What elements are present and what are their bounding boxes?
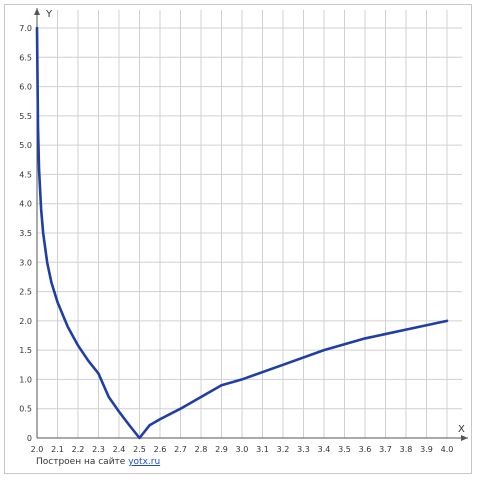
y-tick-label: 1.5 — [19, 346, 32, 355]
x-tick-label: 3.4 — [318, 445, 331, 454]
y-axis-label: Y — [45, 9, 53, 20]
x-tick-label: 3.0 — [236, 445, 249, 454]
y-tick-label: 5.5 — [19, 112, 32, 121]
x-tick-label: 3.3 — [297, 445, 310, 454]
y-tick-label: 4.5 — [19, 170, 32, 179]
x-tick-label: 3.9 — [420, 445, 433, 454]
x-tick-label: 3.1 — [256, 445, 269, 454]
y-tick-label: 4.0 — [19, 200, 32, 209]
x-tick-label: 2.7 — [174, 445, 187, 454]
x-tick-label: 3.7 — [379, 445, 392, 454]
series-layer — [35, 26, 449, 440]
y-tick-label: 6.0 — [19, 83, 32, 92]
x-axis-arrow-icon — [461, 435, 468, 441]
x-tick-label: 3.2 — [277, 445, 290, 454]
y-tick-label: 7.0 — [19, 24, 32, 33]
x-tick-label: 2.3 — [92, 445, 105, 454]
x-tick-label: 3.6 — [359, 445, 372, 454]
x-tick-label: 2.9 — [215, 445, 228, 454]
x-tick-label: 2.0 — [31, 445, 44, 454]
y-tick-label: 6.5 — [19, 53, 32, 62]
series-line — [35, 26, 449, 440]
footer-link[interactable]: yotx.ru — [128, 457, 161, 467]
y-tick-label: 0.5 — [19, 405, 32, 414]
y-tick-label: 0 — [27, 434, 32, 443]
y-tick-label: 2.5 — [19, 288, 32, 297]
x-tick-label: 3.8 — [400, 445, 413, 454]
x-tick-label: 2.2 — [72, 445, 85, 454]
y-tick-label: 3.0 — [19, 258, 32, 267]
tick-labels: 2.0 2.1 2.2 2.3 2.4 2.5 2.6 2.7 2.8 2.9 3.0 3.1 3.2 3… — [19, 24, 453, 454]
x-tick-label: 4.0 — [441, 445, 454, 454]
x-tick-label: 2.5 — [133, 445, 146, 454]
footer: Построен на сайте yotx.ru — [36, 457, 160, 467]
chart-frame — [4, 4, 472, 474]
y-tick-label: 3.5 — [19, 229, 32, 238]
x-tick-label: 3.5 — [338, 445, 351, 454]
y-tick-label: 2.0 — [19, 317, 32, 326]
x-axis-label: X — [458, 424, 465, 435]
x-tick-label: 2.4 — [113, 445, 126, 454]
y-tick-label: 5.0 — [19, 141, 32, 150]
grid — [36, 10, 462, 439]
footer-text: Построен на сайте — [36, 457, 126, 467]
x-tick-label: 2.1 — [51, 445, 64, 454]
y-tick-label: 1.0 — [19, 375, 32, 384]
x-tick-label: 2.6 — [154, 445, 167, 454]
x-tick-label: 2.8 — [195, 445, 208, 454]
y-axis-arrow-icon — [34, 8, 40, 15]
